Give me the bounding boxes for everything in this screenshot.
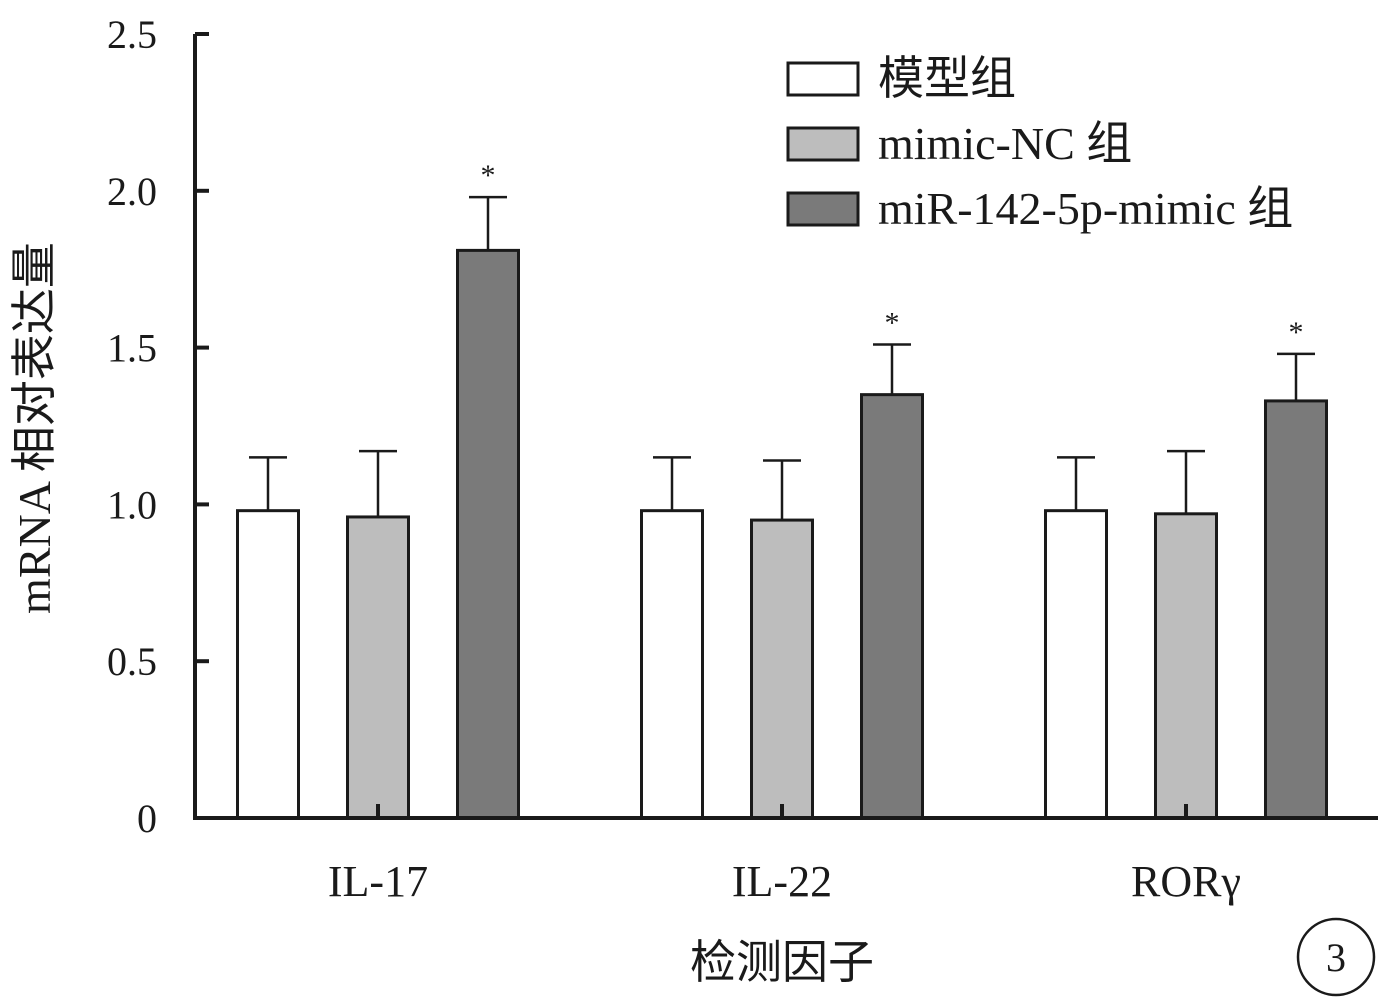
bar	[640, 509, 704, 820]
x-tick-label: IL-22	[732, 857, 832, 906]
bar	[750, 518, 814, 820]
x-tick-label: IL-17	[328, 857, 428, 906]
significance-marker: *	[885, 306, 900, 339]
y-tick-label: 0	[137, 796, 157, 841]
legend-swatch	[786, 191, 860, 227]
bar	[236, 509, 300, 820]
y-ticks: 0 0.5 1.0 1.5 2.0 2.5	[107, 12, 209, 841]
panel-number-circle	[1296, 917, 1376, 997]
panel-number-badge: 3	[1296, 917, 1376, 997]
x-ticks: IL-17 IL-22 RORγ	[328, 804, 1241, 906]
y-axis-title: mRNA 相对表达量	[9, 242, 60, 614]
error-bars-layer	[249, 195, 1315, 521]
legend-label: 模型组	[878, 53, 1016, 104]
bar	[1264, 399, 1328, 820]
significance-marker: *	[1289, 316, 1304, 349]
significance-marker: *	[481, 159, 496, 192]
bar	[1154, 512, 1218, 820]
y-tick-label: 2.0	[107, 169, 157, 214]
x-axis-title: 检测因子	[690, 937, 874, 988]
legend-swatch	[786, 126, 860, 162]
legend: 模型组 mimic-NC 组 miR-142-5p-mimic 组	[786, 53, 1293, 234]
x-tick-label: RORγ	[1131, 857, 1241, 906]
bar	[456, 248, 520, 820]
y-tick-label: 1.0	[107, 482, 157, 527]
bars-layer	[236, 248, 1328, 820]
panel-number: 3	[1326, 935, 1346, 980]
bar	[346, 515, 410, 820]
y-tick-label: 2.5	[107, 12, 157, 57]
legend-swatch	[786, 61, 860, 97]
axes-layer	[193, 34, 1378, 820]
legend-label: mimic-NC 组	[878, 118, 1132, 169]
legend-label: miR-142-5p-mimic 组	[878, 183, 1293, 234]
significance-markers: * * *	[481, 159, 1304, 349]
y-tick-label: 1.5	[107, 326, 157, 371]
y-tick-label: 0.5	[107, 639, 157, 684]
bar	[860, 393, 924, 820]
bar	[1044, 509, 1108, 820]
